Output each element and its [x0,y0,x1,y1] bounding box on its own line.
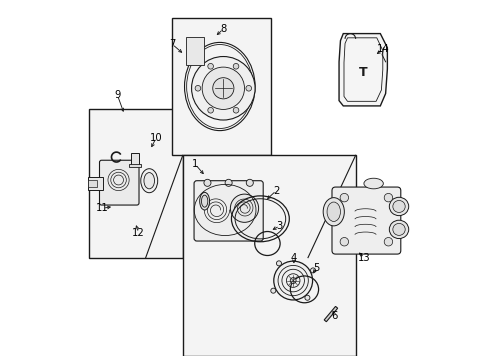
Circle shape [212,78,233,99]
Circle shape [340,238,348,246]
Ellipse shape [199,192,209,210]
Circle shape [233,107,238,113]
Circle shape [276,261,281,266]
Circle shape [245,85,251,91]
Text: 2: 2 [272,186,279,195]
Ellipse shape [201,195,207,207]
Bar [88,180,97,187]
Text: 9: 9 [114,90,121,100]
Circle shape [340,193,348,202]
Text: 5: 5 [313,263,319,273]
Bar [89,109,183,258]
Bar [183,155,355,356]
Text: 11: 11 [96,203,109,213]
Circle shape [384,193,392,202]
Bar [129,165,141,167]
Circle shape [202,67,244,109]
Ellipse shape [388,197,408,216]
Circle shape [195,85,201,91]
Text: 8: 8 [220,24,226,34]
Text: 10: 10 [150,133,163,143]
Text: 7: 7 [169,39,175,49]
Text: 12: 12 [132,228,145,238]
Circle shape [273,261,312,300]
Circle shape [207,107,213,113]
Text: 6: 6 [330,311,337,321]
Circle shape [246,179,253,186]
Bar [131,153,139,166]
Text: 3: 3 [276,221,283,231]
Circle shape [224,179,232,186]
Ellipse shape [392,201,405,212]
Ellipse shape [143,172,154,189]
Text: T: T [358,66,366,79]
Text: 1: 1 [191,159,198,169]
Ellipse shape [326,202,340,221]
Circle shape [310,268,315,273]
Circle shape [233,63,238,69]
FancyBboxPatch shape [331,187,400,254]
Circle shape [230,194,258,222]
Text: 14: 14 [376,45,388,54]
Ellipse shape [363,178,383,189]
Ellipse shape [323,198,344,226]
Text: 4: 4 [290,253,296,262]
Ellipse shape [392,224,405,235]
Circle shape [191,57,255,120]
FancyBboxPatch shape [99,160,139,205]
Circle shape [384,238,392,246]
Bar [172,18,270,155]
Text: 13: 13 [357,253,370,262]
Polygon shape [338,33,386,106]
Ellipse shape [141,169,158,193]
Bar [185,37,203,66]
Circle shape [290,278,296,283]
Ellipse shape [388,220,408,239]
Bar [87,177,103,190]
Circle shape [203,179,210,186]
Circle shape [304,295,309,300]
Circle shape [207,63,213,69]
Polygon shape [324,306,337,322]
Circle shape [270,288,275,293]
FancyBboxPatch shape [194,181,263,241]
